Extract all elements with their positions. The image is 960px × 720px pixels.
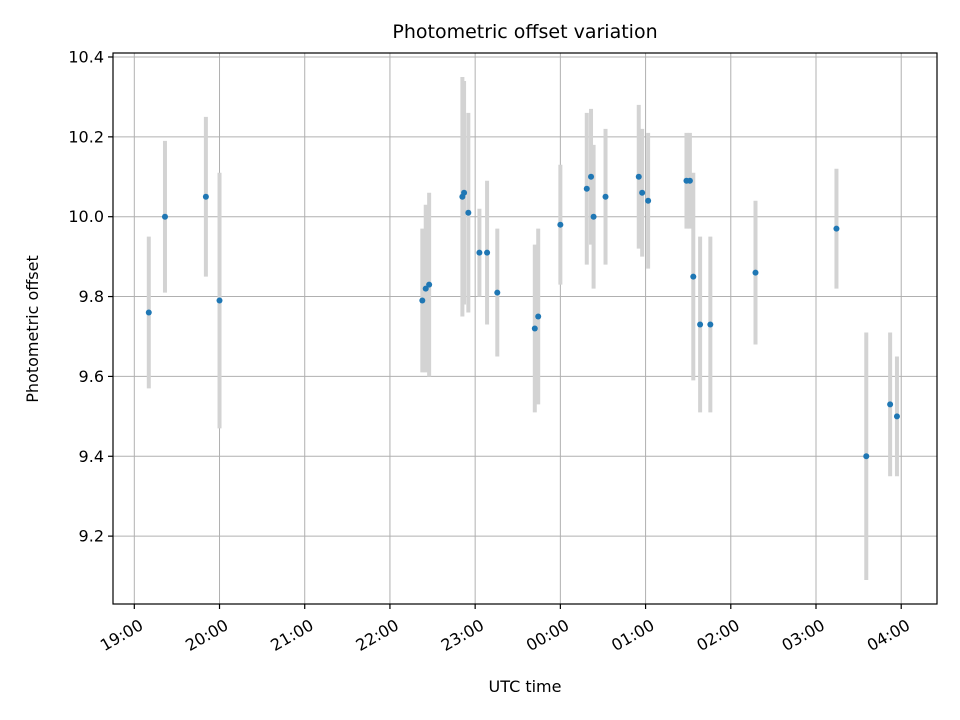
x-tick-label: 20:00: [182, 615, 231, 655]
data-point: [893, 413, 900, 420]
data-point: [557, 221, 564, 228]
x-tick-label: 00:00: [523, 615, 572, 655]
plot-frame: [112, 52, 938, 605]
x-tick-label: 01:00: [608, 615, 657, 655]
axis-ticks: [108, 56, 902, 609]
data-point: [833, 225, 840, 232]
x-tick-label: 22:00: [353, 615, 402, 655]
data-point: [887, 401, 894, 408]
y-tick-label: 9.4: [79, 447, 104, 466]
data-point: [202, 193, 209, 200]
data-point: [461, 189, 468, 196]
data-points: [145, 173, 900, 460]
x-tick-labels: 19:00 20:00 21:00 22:00 23:00 00:00 01:00 02:00…: [97, 615, 913, 655]
data-point: [707, 321, 714, 328]
data-point: [419, 297, 426, 304]
data-point: [484, 249, 491, 256]
data-point: [863, 453, 870, 460]
data-point: [583, 185, 590, 192]
data-point: [686, 177, 693, 184]
y-tick-label: 9.6: [79, 367, 104, 386]
x-tick-label: 19:00: [97, 615, 146, 655]
data-point: [216, 297, 223, 304]
data-point: [752, 269, 759, 276]
data-point: [535, 313, 542, 320]
x-tick-label: 23:00: [438, 615, 487, 655]
data-point: [476, 249, 483, 256]
data-point: [531, 325, 538, 332]
x-axis-label: UTC time: [489, 677, 562, 696]
data-point: [588, 173, 595, 180]
data-point: [426, 281, 433, 288]
data-point: [161, 213, 168, 220]
data-point: [697, 321, 704, 328]
chart-title: Photometric offset variation: [392, 21, 657, 43]
y-tick-label: 9.8: [79, 287, 104, 306]
gridlines: [113, 53, 937, 604]
x-tick-label: 03:00: [779, 615, 828, 655]
data-point: [145, 309, 152, 316]
data-point: [494, 289, 501, 296]
x-tick-label: 21:00: [267, 615, 316, 655]
data-point: [635, 173, 642, 180]
data-point: [639, 189, 646, 196]
data-point: [422, 285, 429, 292]
data-point: [590, 213, 597, 220]
data-point: [465, 209, 472, 216]
data-point: [645, 197, 652, 204]
y-tick-label: 10.2: [68, 127, 104, 146]
y-tick-label: 10.0: [68, 207, 104, 226]
x-tick-label: 02:00: [693, 615, 742, 655]
y-tick-label: 9.2: [79, 527, 104, 546]
y-tick-labels: 9.2 9.4 9.6 9.8 10.0 10.2 10.4: [68, 47, 104, 545]
data-point: [690, 273, 697, 280]
y-tick-label: 10.4: [68, 47, 104, 66]
data-point: [602, 193, 609, 200]
x-tick-label: 04:00: [864, 615, 913, 655]
error-bars: [146, 76, 899, 581]
y-axis-label: Photometric offset: [23, 255, 42, 403]
